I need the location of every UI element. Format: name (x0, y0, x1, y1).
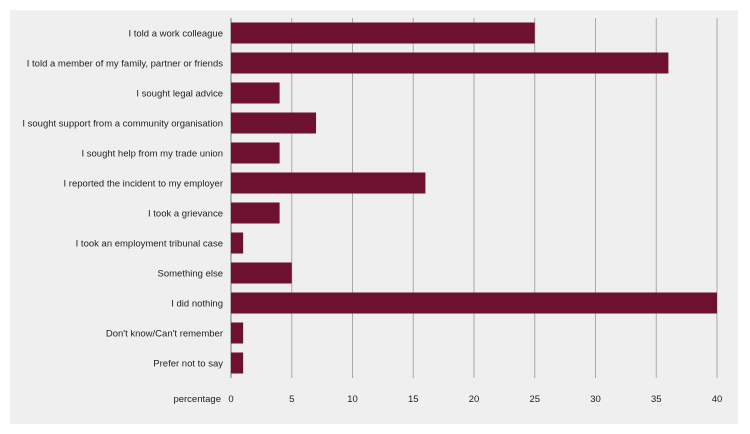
category-label: I sought support from a community organi… (22, 119, 223, 130)
chart-panel: I told a work colleague I told a member o… (10, 10, 738, 424)
category-label: I took a grievance (148, 209, 223, 220)
bar (231, 22, 535, 44)
bar (231, 232, 244, 254)
x-axis-title: percentage (173, 394, 221, 405)
bar (231, 322, 244, 344)
bars (231, 22, 717, 374)
bar (231, 292, 717, 314)
x-tick-label: 10 (347, 394, 358, 405)
x-tick-label: 20 (469, 394, 480, 405)
x-tick-label: 0 (228, 394, 233, 405)
category-label: I sought legal advice (136, 89, 223, 100)
category-label: I reported the incident to my employer (64, 179, 223, 190)
category-label: I told a member of my family, partner or… (27, 59, 223, 70)
category-label: I did nothing (171, 299, 223, 310)
category-label: Don't know/Can't remember (106, 329, 223, 340)
bar-chart: I told a work colleague I told a member o… (22, 18, 722, 405)
x-tick-label: 35 (651, 394, 662, 405)
category-label: I told a work colleague (128, 29, 223, 40)
bar (231, 352, 244, 374)
category-label: I sought help from my trade union (81, 149, 223, 160)
x-tick-label: 5 (289, 394, 294, 405)
bar (231, 82, 280, 104)
bar (231, 262, 292, 284)
x-tick-label: 30 (590, 394, 601, 405)
bar (231, 52, 669, 74)
x-axis-ticks: 0 5 10 15 20 25 30 35 40 (228, 394, 722, 405)
category-labels: I told a work colleague I told a member o… (22, 29, 223, 370)
category-label: I took an employment tribunal case (76, 239, 223, 250)
x-tick-label: 25 (529, 394, 540, 405)
bar (231, 172, 426, 194)
bar (231, 112, 317, 134)
gridlines (230, 18, 718, 378)
bar (231, 202, 280, 224)
category-label: Something else (158, 269, 223, 280)
bar (231, 142, 280, 164)
x-tick-label: 40 (712, 394, 723, 405)
category-label: Prefer not to say (153, 359, 223, 370)
x-tick-label: 15 (408, 394, 419, 405)
